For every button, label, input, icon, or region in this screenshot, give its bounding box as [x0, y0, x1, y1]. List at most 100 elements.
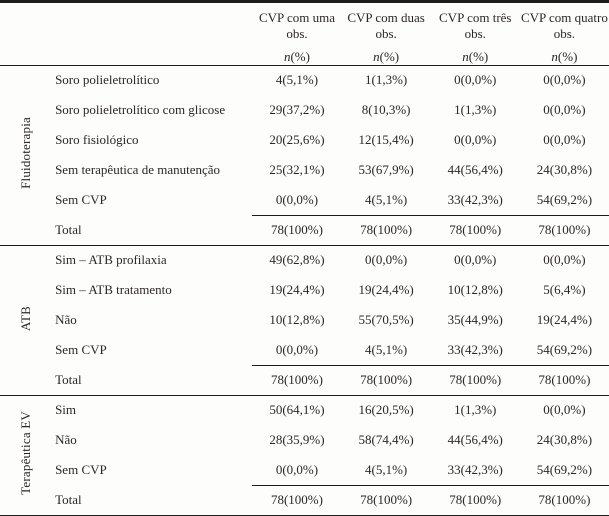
row-label: Sem CVP: [55, 342, 107, 358]
cell-value: 78(100%): [341, 214, 431, 246]
cell-value: 12(15,4%): [358, 132, 414, 148]
cell-value: 78(100%): [341, 364, 431, 396]
cell-value: 1(1,3%): [364, 72, 408, 88]
cell-value: 4(5,1%): [364, 341, 408, 357]
cell-value: 54(69,2%): [536, 461, 593, 477]
table-row: Sem CVP 0(0,0%) 4(5,1%) 33(42,3%) 54(69,…: [0, 185, 609, 215]
cell-value: 4(5,1%): [275, 72, 319, 88]
column-header-2: CVP com duas obs. n(%): [341, 1, 431, 66]
table-row: Terapêutica EV Sim 50(64,1%) 16(20,5%) 1…: [0, 395, 609, 495]
column-title: CVP com duas obs.: [347, 10, 425, 41]
cell-value: 25(32,1%): [269, 162, 325, 178]
cell-value: 4(5,1%): [364, 191, 408, 207]
table-row: ATB Sim – ATB profilaxia 49(62,8%) 0(0,0…: [0, 245, 609, 330]
cell-value: 24(30,8%): [536, 432, 593, 448]
cell-value: 19(24,4%): [536, 312, 593, 328]
column-subheader: n(%): [551, 48, 578, 64]
cell-value: 24(30,8%): [536, 162, 593, 178]
cell-value: 54(69,2%): [536, 191, 593, 207]
cell-value: 0(0,0%): [543, 252, 586, 268]
table-row: Fluidoterapia Soro polieletrolítico 4(5,…: [0, 65, 609, 189]
column-title: CVP com quatro obs.: [520, 10, 608, 41]
group-label-terapeutica-ev: Terapêutica EV: [18, 411, 34, 496]
row-label: Não: [55, 432, 77, 448]
cell-value: 35(44,9%): [447, 312, 503, 328]
column-subheader: n(%): [283, 48, 310, 64]
row-label: Não: [55, 312, 77, 328]
cell-value: 44(56,4%): [447, 162, 503, 178]
cell-value: 0(0,0%): [275, 461, 319, 477]
cell-value: 78(100%): [519, 214, 609, 246]
cell-value: 28(35,9%): [269, 432, 325, 448]
row-label: Total: [55, 491, 82, 507]
cell-value: 29(37,2%): [269, 102, 325, 118]
row-label: Soro polieletrolítico com glicose: [55, 102, 226, 118]
section-fluidoterapia: Fluidoterapia Soro polieletrolítico 4(5,…: [0, 65, 609, 246]
cell-value: 54(69,2%): [536, 341, 593, 357]
cell-value: 5(6,4%): [543, 282, 586, 298]
cell-value: 20(25,6%): [269, 132, 325, 148]
cell-value: 0(0,0%): [454, 132, 497, 148]
cell-value: 0(0,0%): [275, 341, 319, 357]
cell-value: 0(0,0%): [543, 402, 586, 418]
cell-value: 53(67,9%): [358, 162, 414, 178]
cell-value: 0(0,0%): [364, 252, 408, 268]
cell-value: 8(10,3%): [361, 102, 411, 118]
row-label: Sem CVP: [55, 192, 107, 208]
table-row: Sim – ATB tratamento 19(24,4%) 19(24,4%)…: [0, 275, 609, 305]
row-label: Sem terapêutica de manutenção: [55, 162, 221, 178]
cell-value: 4(5,1%): [364, 461, 408, 477]
row-label: Total: [55, 371, 82, 387]
table-row: Sem CVP 0(0,0%) 4(5,1%) 33(42,3%) 54(69,…: [0, 335, 609, 365]
cell-value: 0(0,0%): [275, 191, 319, 207]
column-subheader: n(%): [373, 48, 400, 64]
cell-value: 0(0,0%): [543, 102, 586, 118]
column-header-4: CVP com quatro obs. n(%): [519, 1, 609, 66]
cell-value: 0(0,0%): [454, 252, 497, 268]
cell-value: 58(74,4%): [358, 432, 414, 448]
cell-value: 44(56,4%): [447, 432, 503, 448]
cell-value: 78(100%): [519, 484, 609, 516]
table-row: Soro polieletrolítico com glicose 29(37,…: [0, 95, 609, 125]
cell-value: 0(0,0%): [454, 72, 497, 88]
cell-value: 10(12,8%): [269, 312, 325, 328]
cell-value: 78(100%): [519, 364, 609, 396]
cell-value: 16(20,5%): [358, 402, 414, 418]
cell-value: 78(100%): [252, 364, 342, 396]
table-row: Não 10(12,8%) 55(70,5%) 35(44,9%) 19(24,…: [0, 305, 609, 335]
column-title: CVP com uma obs.: [258, 10, 336, 41]
row-label: Total: [55, 221, 82, 237]
cell-value: 1(1,3%): [454, 102, 497, 118]
section-atb: ATB Sim – ATB profilaxia 49(62,8%) 0(0,0…: [0, 245, 609, 396]
cell-value: 78(100%): [430, 364, 520, 396]
cell-value: 78(100%): [430, 484, 520, 516]
cell-value: 1(1,3%): [454, 402, 497, 418]
cell-value: 33(42,3%): [447, 461, 503, 477]
column-subheader: n(%): [462, 48, 489, 64]
cell-value: 78(100%): [341, 484, 431, 516]
cell-value: 0(0,0%): [543, 132, 586, 148]
column-header-1: CVP com uma obs. n(%): [252, 1, 342, 66]
cell-value: 33(42,3%): [447, 341, 503, 357]
table-row-total: Total 78(100%) 78(100%) 78(100%) 78(100%…: [0, 364, 609, 396]
column-title: CVP com três obs.: [439, 10, 512, 41]
row-label: Soro fisiológico: [55, 132, 139, 148]
cell-value: 33(42,3%): [447, 191, 503, 207]
cell-value: 78(100%): [430, 214, 520, 246]
cell-value: 55(70,5%): [358, 312, 414, 328]
cell-value: 10(12,8%): [447, 282, 503, 298]
cell-value: 0(0,0%): [543, 72, 586, 88]
table-row: Não 28(35,9%) 58(74,4%) 44(56,4%) 24(30,…: [0, 425, 609, 455]
cell-value: 78(100%): [252, 484, 342, 516]
cell-value: 78(100%): [252, 214, 342, 246]
table-row: Sem terapêutica de manutenção 25(32,1%) …: [0, 155, 609, 185]
row-label: Soro polieletrolítico: [55, 72, 160, 88]
cell-value: 19(24,4%): [269, 282, 325, 298]
header-corner-cell: [0, 1, 253, 66]
table-row-total: Total 78(100%) 78(100%) 78(100%) 78(100%…: [0, 214, 609, 246]
section-terapeutica-ev: Terapêutica EV Sim 50(64,1%) 16(20,5%) 1…: [0, 395, 609, 516]
row-label: Sim – ATB tratamento: [55, 282, 172, 298]
row-label: Sim: [55, 402, 77, 418]
